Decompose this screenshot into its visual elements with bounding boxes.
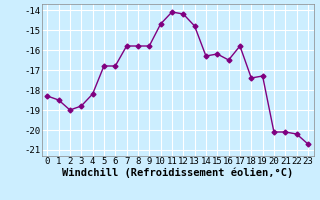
X-axis label: Windchill (Refroidissement éolien,°C): Windchill (Refroidissement éolien,°C) [62,168,293,178]
